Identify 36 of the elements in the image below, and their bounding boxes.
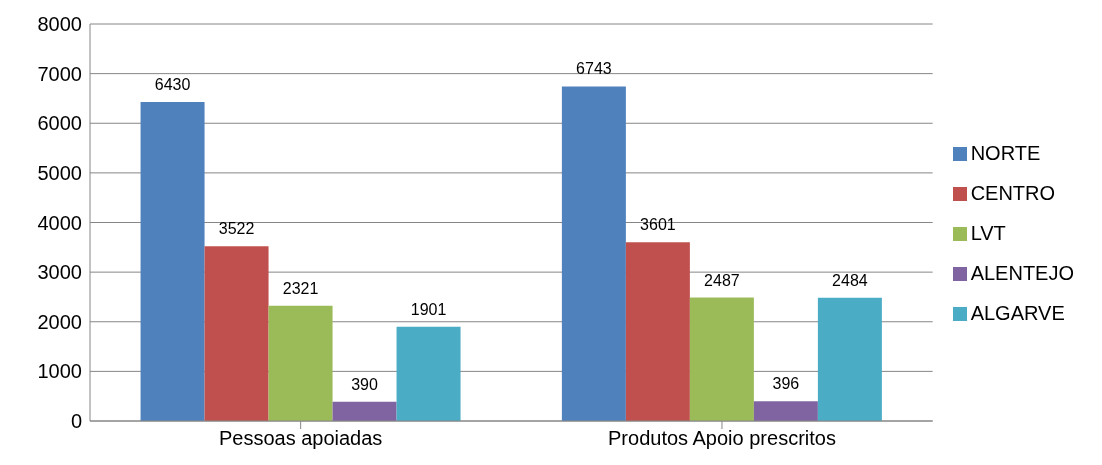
bar xyxy=(689,297,754,421)
bar xyxy=(140,101,205,421)
bar xyxy=(753,401,818,421)
y-tick-label: 8000 xyxy=(37,13,82,36)
data-label: 6430 xyxy=(154,75,191,93)
legend-label: LVT xyxy=(970,221,1006,244)
data-label: 390 xyxy=(351,375,378,393)
data-label: 2321 xyxy=(282,279,319,297)
data-label: 3522 xyxy=(218,220,255,238)
bar xyxy=(625,242,690,421)
legend-label: NORTE xyxy=(970,141,1041,164)
bar xyxy=(268,305,333,421)
data-label: 2487 xyxy=(704,271,740,289)
y-tick-label: 1000 xyxy=(37,360,82,383)
y-tick-label: 7000 xyxy=(37,62,82,85)
bar xyxy=(204,246,269,421)
legend-label: CENTRO xyxy=(970,181,1056,204)
bar xyxy=(396,326,461,421)
y-tick-label: 3000 xyxy=(37,261,82,284)
bar xyxy=(561,86,626,421)
y-tick-label: 0 xyxy=(70,410,82,433)
data-label: 1901 xyxy=(410,300,447,318)
x-tick-label: Produtos Apoio prescritos xyxy=(608,427,836,450)
y-tick-label: 4000 xyxy=(37,211,82,234)
y-tick-label: 5000 xyxy=(37,161,82,184)
data-label: 2484 xyxy=(832,271,868,289)
data-label: 6743 xyxy=(576,60,612,78)
legend-label: ALENTEJO xyxy=(970,261,1074,284)
legend-label: ALGARVE xyxy=(970,301,1065,324)
y-tick-label: 2000 xyxy=(37,310,82,333)
bar xyxy=(332,401,397,421)
data-label: 3601 xyxy=(640,216,676,234)
y-tick-label: 6000 xyxy=(37,112,82,135)
x-tick-label: Pessoas apoiadas xyxy=(218,427,383,450)
bar xyxy=(817,297,882,421)
data-label: 396 xyxy=(772,375,800,393)
